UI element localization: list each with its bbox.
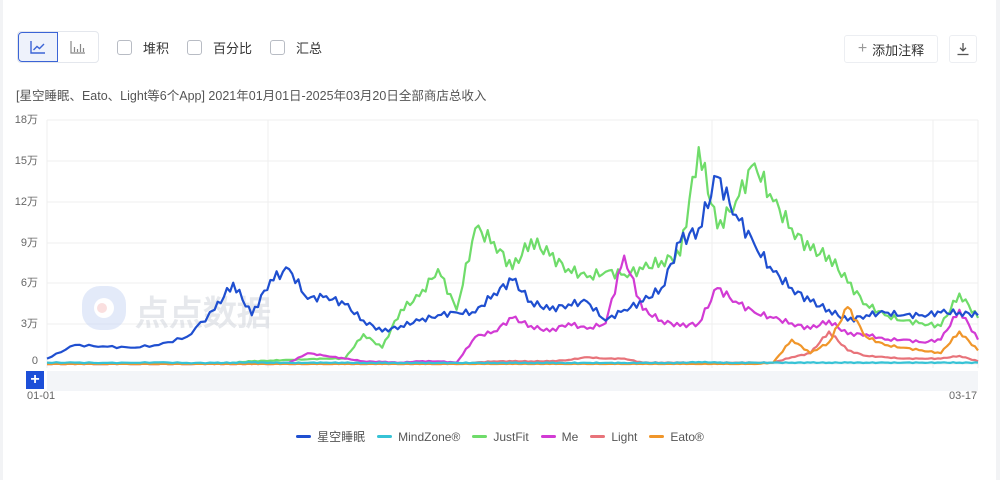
zoom-slider-handle[interactable]: +: [26, 371, 44, 389]
line-chart-icon: [30, 41, 45, 54]
bar-chart-icon: [70, 41, 85, 54]
stack-checkbox-label: 堆积: [143, 40, 170, 56]
summary-checkbox-label: 汇总: [296, 40, 323, 56]
chart-subtitle: [星空睡眠、Eato、Light等6个App] 2021年01月01日-2025…: [16, 89, 487, 103]
legend-item[interactable]: Light: [590, 428, 637, 445]
legend-item[interactable]: MindZone®: [377, 428, 460, 445]
percent-checkbox[interactable]: 百分比: [187, 38, 252, 57]
stack-checkbox[interactable]: 堆积: [117, 38, 169, 57]
legend-swatch-icon: [472, 435, 488, 438]
legend-item[interactable]: JustFit: [472, 428, 529, 445]
series-line: [46, 174, 979, 360]
series-lines: [46, 146, 980, 366]
x-tick-label-end: 03-17: [949, 390, 978, 402]
legend-label: Me: [561, 429, 579, 444]
series-line: [46, 360, 979, 365]
y-tick-label: 3万: [20, 318, 38, 330]
y-tick-label: 6万: [20, 277, 38, 289]
chart-toolbar: 堆积 百分比 汇总: [17, 31, 322, 63]
bar-chart-button[interactable]: [58, 32, 98, 62]
percent-checkbox-label: 百分比: [213, 40, 253, 56]
plus-icon: +: [857, 40, 868, 57]
legend-swatch-icon: [377, 435, 393, 438]
x-tick-label-start: 01-01: [27, 390, 56, 402]
summary-checkbox[interactable]: 汇总: [270, 38, 322, 57]
zoom-slider-track[interactable]: [47, 371, 978, 391]
y-tick-label: 12万: [14, 196, 38, 208]
download-button[interactable]: [949, 35, 977, 63]
legend-label: Light: [611, 429, 638, 444]
y-tick-label: 18万: [14, 114, 38, 126]
legend-swatch-icon: [590, 435, 606, 438]
chart-type-toggle: [17, 31, 99, 63]
legend-swatch-icon: [540, 435, 556, 438]
legend-item[interactable]: Me: [540, 428, 579, 445]
y-tick-label: 0: [31, 355, 38, 367]
watermark: 点点数据: [82, 286, 271, 334]
legend-label: Eato®: [670, 429, 704, 444]
watermark-text: 点点数据: [135, 294, 271, 334]
page-left-border: [0, 0, 3, 480]
y-tick-label: 9万: [20, 237, 38, 249]
checkbox-icon[interactable]: [270, 39, 286, 55]
legend-item[interactable]: 星空睡眠: [296, 428, 365, 445]
download-icon: [957, 43, 969, 56]
y-tick-label: 15万: [14, 155, 38, 167]
add-annotation-button[interactable]: + 添加注释: [844, 35, 938, 63]
checkbox-icon[interactable]: [187, 39, 203, 55]
legend-label: 星空睡眠: [317, 430, 366, 444]
legend-swatch-icon: [649, 435, 665, 438]
legend-swatch-icon: [296, 435, 312, 438]
legend-label: MindZone®: [398, 429, 461, 444]
chart-legend: 星空睡眠 MindZone® JustFit Me Light Eato®: [0, 428, 1000, 445]
legend-label: JustFit: [493, 429, 529, 444]
add-annotation-label: 添加注释: [872, 42, 925, 58]
line-chart-button[interactable]: [18, 32, 58, 62]
legend-item[interactable]: Eato®: [649, 428, 704, 445]
page-right-border: [996, 0, 1000, 480]
checkbox-icon[interactable]: [117, 39, 132, 55]
